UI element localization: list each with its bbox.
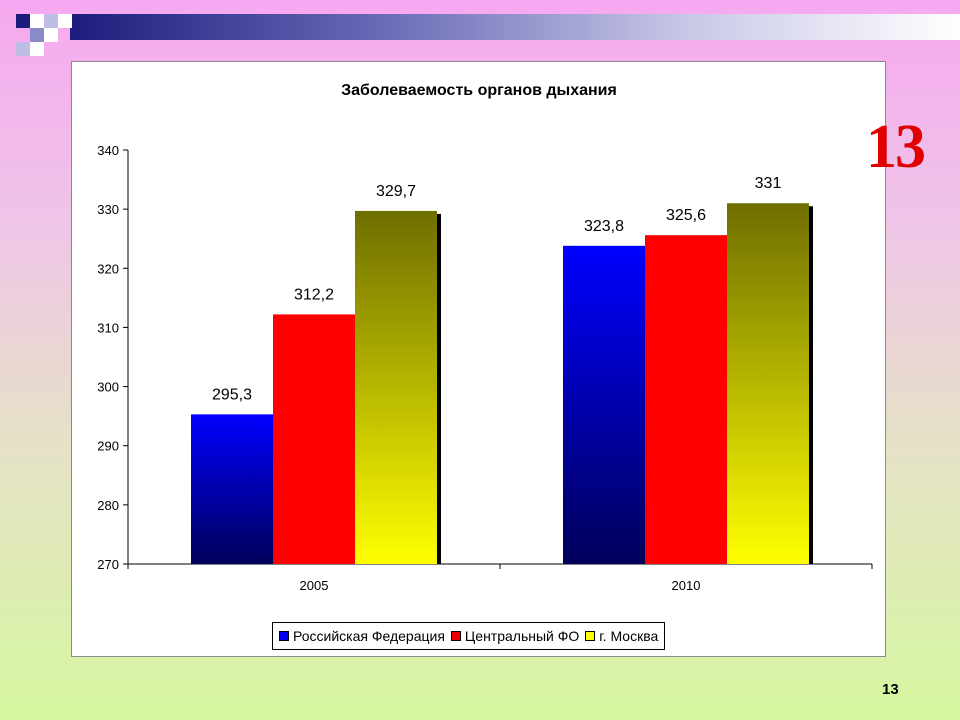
x-tick-label: 2005	[300, 578, 329, 593]
y-tick-label: 320	[97, 261, 119, 276]
chart-title: Заболеваемость органов дыхания	[341, 82, 617, 99]
legend-item: г. Москва	[585, 628, 658, 644]
legend-label: Центральный ФО	[464, 628, 580, 644]
decoration-square	[30, 28, 44, 42]
decoration-square	[44, 14, 58, 28]
data-label: 325,6	[666, 207, 706, 224]
bar	[191, 414, 273, 564]
header-decoration-bar	[70, 14, 960, 40]
slide-page-number: 13	[882, 681, 899, 698]
data-label: 329,7	[376, 183, 416, 200]
decoration-square	[30, 14, 44, 28]
data-label: 295,3	[212, 386, 252, 403]
data-label: 312,2	[294, 286, 334, 303]
y-tick-label: 310	[97, 320, 119, 335]
bar-chart: Заболеваемость органов дыхания 270 280 290 3…	[97, 82, 873, 593]
legend-swatch	[450, 631, 461, 641]
bar	[645, 235, 727, 564]
y-tick-label: 280	[97, 498, 119, 513]
y-tick-label: 340	[97, 143, 119, 158]
y-tick-label: 290	[97, 439, 119, 454]
data-label: 331	[755, 175, 782, 192]
y-tick-label: 330	[97, 202, 119, 217]
legend-label: Российская Федерация	[293, 628, 445, 644]
y-tick-label: 270	[97, 557, 119, 572]
legend-item: Российская Федерация	[279, 628, 445, 644]
y-tick-label: 300	[97, 380, 119, 395]
bar	[727, 203, 809, 564]
legend-swatch	[585, 631, 596, 641]
chart-legend: Российская Федерация Центральный ФО г. Мос…	[272, 622, 666, 650]
decoration-square	[16, 42, 30, 56]
decoration-square	[58, 14, 72, 28]
legend-item: Центральный ФО	[450, 628, 580, 644]
decoration-square	[44, 28, 58, 42]
bar	[563, 245, 645, 564]
legend-label: г. Москва	[599, 628, 659, 644]
decoration-square	[16, 14, 30, 28]
slide-big-number: 13	[866, 113, 926, 181]
bar	[273, 314, 355, 564]
chart-panel: Заболеваемость органов дыхания 270 280 290 3…	[71, 61, 886, 657]
data-label: 323,8	[584, 218, 624, 235]
x-tick-label: 2010	[672, 578, 701, 593]
legend-swatch	[279, 631, 289, 641]
bar	[355, 210, 437, 564]
decoration-square	[30, 42, 44, 56]
